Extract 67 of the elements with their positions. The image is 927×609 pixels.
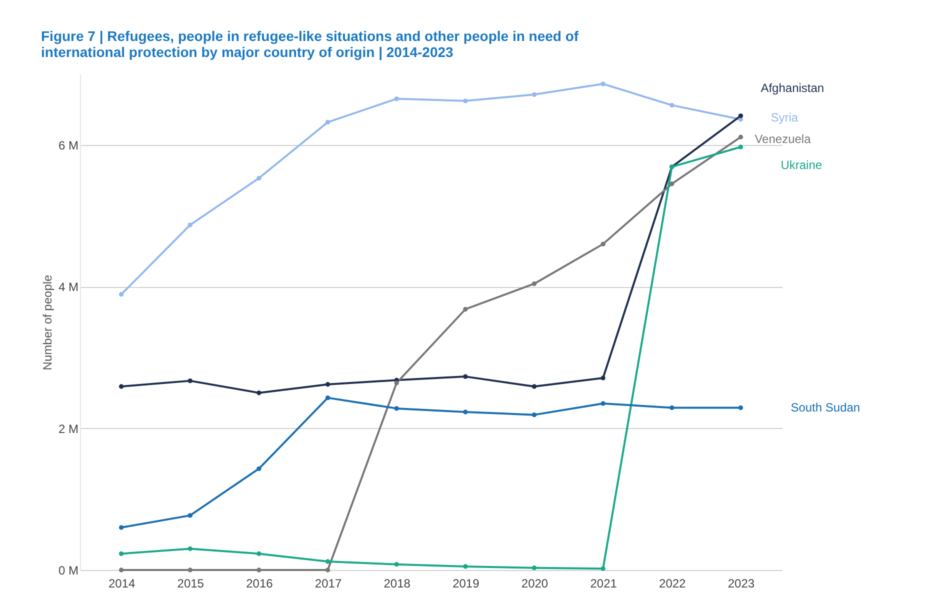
point <box>670 405 674 410</box>
text: South Sudan <box>790 400 860 415</box>
text: Afghanistan <box>760 80 824 95</box>
point <box>325 120 330 125</box>
point <box>188 546 192 552</box>
point <box>463 306 468 312</box>
x-tick-label: 2017 <box>314 576 342 590</box>
point <box>738 405 744 410</box>
y-axis-title: Number of people <box>40 274 54 370</box>
point <box>118 568 124 572</box>
x-tick-label: 2020 <box>521 576 548 590</box>
point <box>325 568 330 572</box>
point <box>738 113 744 118</box>
point <box>532 566 537 570</box>
point <box>118 525 124 530</box>
x-tick-label: 2021 <box>590 576 618 590</box>
point <box>188 222 192 228</box>
y-tick-label: 0 M <box>58 564 78 578</box>
point <box>256 551 262 556</box>
point <box>256 390 262 396</box>
point <box>532 412 537 418</box>
x-tick-label: 2016 <box>246 576 274 590</box>
point <box>256 176 262 180</box>
point <box>394 380 399 386</box>
chart-title: Figure 7 | Refugees, people in refugee-like situations and other people in need of international protection by major country of origin | 2014-2023 <box>40 28 579 61</box>
y-tick-label: 6 M <box>58 138 78 152</box>
point <box>738 144 744 150</box>
text: Ukraine <box>780 158 822 172</box>
point <box>188 513 192 518</box>
series-label: Venezuela <box>754 132 812 146</box>
point <box>325 559 330 564</box>
point <box>600 401 606 406</box>
point <box>325 395 330 400</box>
point <box>463 564 468 569</box>
point <box>256 466 262 472</box>
point <box>600 566 606 571</box>
point <box>325 382 330 387</box>
point <box>118 551 124 556</box>
point <box>670 181 674 186</box>
point <box>118 384 124 389</box>
point <box>600 376 606 380</box>
y-tick-label: 4 M <box>58 280 78 294</box>
y-tick-label: 2 M <box>58 422 78 436</box>
x-tick-label: 2015 <box>177 576 204 590</box>
point <box>738 134 744 140</box>
point <box>463 98 468 104</box>
point <box>188 568 192 572</box>
point <box>463 374 468 379</box>
point <box>463 410 468 414</box>
point <box>394 562 399 567</box>
point <box>532 281 537 286</box>
point <box>532 92 537 97</box>
point <box>394 96 399 102</box>
x-tick-label: 2019 <box>452 576 480 590</box>
point <box>670 102 674 108</box>
point <box>394 406 399 411</box>
x-tick-label: 2014 <box>108 576 136 590</box>
x-tick-label: 2018 <box>384 576 411 590</box>
point <box>118 292 124 297</box>
x-tick-label: 2023 <box>728 576 755 590</box>
point <box>532 384 537 389</box>
point <box>600 82 606 86</box>
point <box>256 568 262 572</box>
text: Syria <box>770 110 798 124</box>
point <box>188 378 192 384</box>
point <box>600 242 606 246</box>
x-tick-label: 2022 <box>659 576 686 590</box>
